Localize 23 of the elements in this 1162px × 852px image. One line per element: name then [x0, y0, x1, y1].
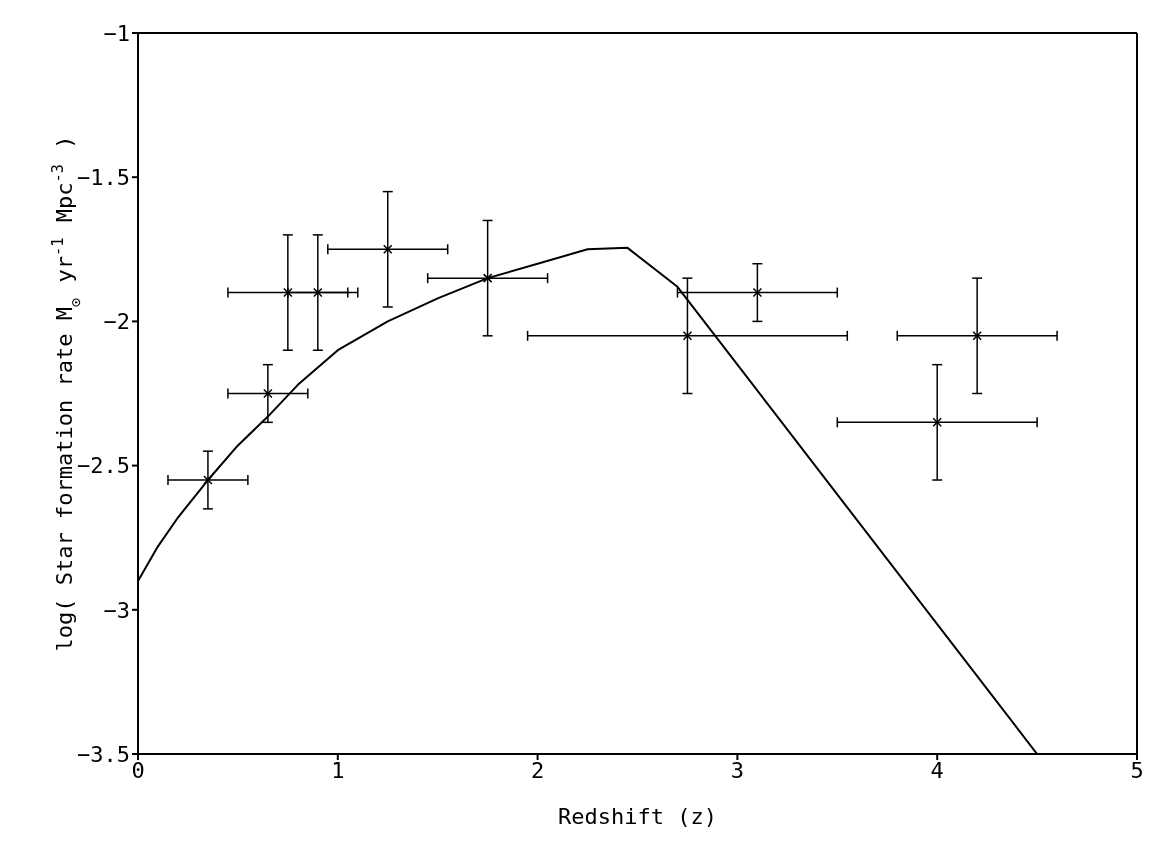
y-tick-label: −2.5	[77, 453, 130, 479]
point	[263, 388, 273, 399]
point	[203, 475, 213, 485]
point	[482, 273, 493, 283]
y-tick-label: −1.5	[77, 165, 130, 191]
point	[283, 287, 293, 298]
point	[682, 331, 693, 341]
x-axis-title: Redshift (z)	[558, 804, 717, 829]
x-tick-label: 4	[930, 757, 944, 783]
point	[932, 417, 942, 428]
x-tick-label: 0	[131, 757, 145, 783]
x-tick-label: 2	[530, 757, 545, 783]
point	[752, 287, 763, 298]
y-tick-label: −2	[103, 309, 130, 335]
point	[313, 287, 323, 298]
y-tick-label: −3	[103, 597, 130, 623]
x-tick-label: 3	[730, 757, 745, 783]
x-tick-label: 5	[1130, 757, 1144, 783]
point	[972, 331, 982, 341]
x-tick-label: 1	[331, 757, 345, 783]
y-tick-label: −1	[103, 20, 130, 46]
point	[383, 244, 393, 255]
y-tick-label: −3.5	[77, 741, 130, 767]
